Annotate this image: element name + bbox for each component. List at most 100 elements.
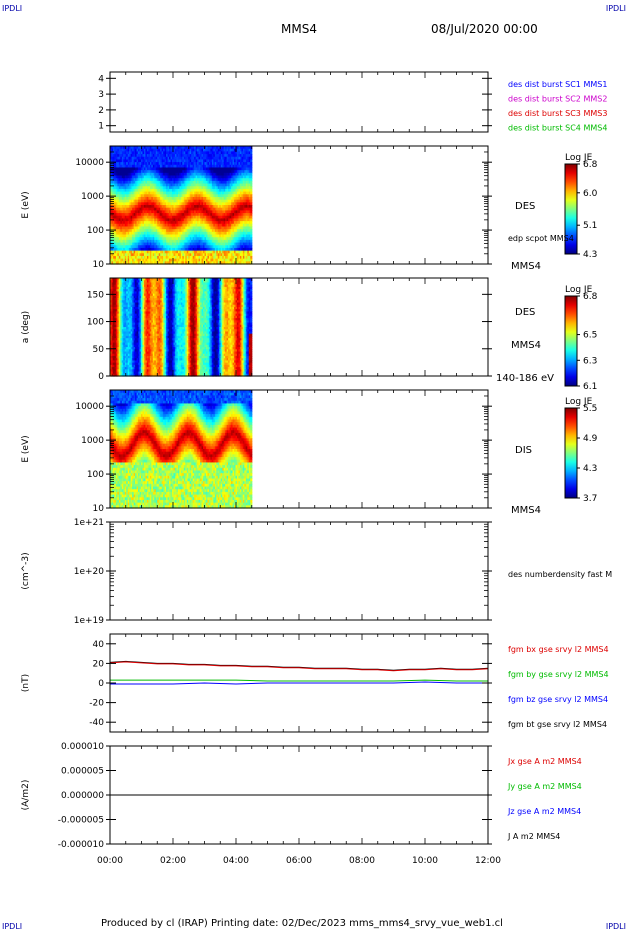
- legend-entry-1-4: des dist burst SC4 MMS4: [508, 124, 607, 133]
- spectrogram-4: [110, 390, 253, 509]
- instrument-bottom-label-2: MMS4: [511, 261, 541, 272]
- colorbar-tick-4-2: 4.9: [583, 434, 598, 444]
- instrument-label-2: DES: [515, 201, 535, 212]
- legend-entry-7-4: J A m2 MMS4: [507, 832, 560, 841]
- y-tick-label-3-3: 100: [87, 318, 104, 328]
- y-tick-label-7-4: 0.000005: [61, 767, 104, 777]
- legend-entry-7-3: Jz gse A m2 MMS4: [507, 807, 581, 816]
- y-tick-label-6-2: -20: [89, 699, 104, 709]
- panel-4: [106, 389, 580, 509]
- instrument-label-4: DIS: [515, 445, 532, 456]
- y-tick-label-1-2: 2: [98, 106, 104, 116]
- legend-entry-7-2: Jy gse A m2 MMS4: [507, 782, 582, 791]
- legend-entry-7-1: Jx gse A m2 MMS4: [507, 757, 582, 766]
- legend-entry-6-4: fgm bt gse srvy l2 MMS4: [508, 720, 607, 729]
- x-tick-label-2: 02:00: [160, 856, 186, 866]
- colorbar-tick-3-4: 6.1: [583, 382, 597, 392]
- panel-3: [106, 277, 580, 387]
- series-line-6-4: [110, 681, 488, 685]
- panel-1: [106, 71, 492, 133]
- y-tick-label-7-3: 0.000000: [61, 791, 104, 801]
- panel-7: [106, 745, 492, 845]
- y-tick-label-7-5: 0.000010: [61, 742, 104, 752]
- colorbar-tick-2-1: 6.8: [583, 160, 598, 170]
- y-tick-label-7-1: -0.000010: [58, 840, 104, 850]
- y-axis-label-4: E (eV): [21, 435, 31, 462]
- y-axis-label-6: (nT): [21, 674, 31, 692]
- y-tick-label-3-4: 150: [87, 290, 104, 300]
- series-line-6-2: [109, 661, 489, 672]
- y-tick-label-4-1: 10: [93, 504, 105, 514]
- y-axis-label-2: E (eV): [21, 191, 31, 218]
- colorbar-tick-3-1: 6.8: [583, 292, 598, 302]
- colorbar-4: [564, 407, 578, 499]
- legend-entry-1-3: des dist burst SC3 MMS3: [508, 109, 607, 118]
- colorbar-tick-3-3: 6.3: [583, 356, 597, 366]
- y-tick-label-4-2: 100: [87, 470, 104, 480]
- y-tick-label-6-5: 40: [93, 640, 105, 650]
- plot-title: MMS4: [281, 22, 317, 36]
- colorbar-tick-2-2: 6.0: [583, 189, 598, 199]
- y-tick-label-1-3: 3: [98, 90, 104, 100]
- corner-mark-top-left: IPDLI: [2, 4, 23, 13]
- legend-entry-6-3: fgm bz gse srvy l2 MMS4: [508, 695, 608, 704]
- instrument-bottom-label-4: MMS4: [511, 505, 541, 516]
- y-axis-label-3: a (deg): [21, 311, 31, 343]
- colorbar-title-4: Log JE: [565, 397, 593, 407]
- colorbar-tick-4-1: 5.5: [583, 404, 597, 414]
- x-tick-label-1: 00:00: [97, 856, 123, 866]
- x-tick-label-5: 08:00: [349, 856, 375, 866]
- colorbar-tick-2-3: 5.1: [583, 221, 597, 231]
- colorbar-tick-4-3: 4.3: [583, 464, 597, 474]
- panel-6: [106, 633, 492, 733]
- instrument-sublabel-3: MMS4: [511, 340, 541, 351]
- x-tick-label-7: 12:00: [475, 856, 501, 866]
- spectrogram-3: [110, 278, 253, 377]
- instrument-label-3: DES: [515, 307, 535, 318]
- y-tick-label-1-1: 1: [98, 122, 104, 132]
- corner-mark-top-right: IPDLI: [605, 4, 626, 13]
- footer-text: Produced by cl (IRAP) Printing date: 02/…: [101, 918, 503, 929]
- colorbar-tick-4-4: 3.7: [583, 494, 597, 504]
- legend-entry-5-1: des numberdensity fast M: [508, 570, 612, 579]
- y-tick-label-5-3: 1e+21: [74, 518, 104, 528]
- series-line-6-3: [110, 679, 488, 682]
- y-tick-label-4-4: 10000: [75, 402, 104, 412]
- instrument-sublabel-2: edp scpot MMS4: [508, 234, 574, 243]
- panel-2: [106, 145, 580, 265]
- legend-entry-1-2: des dist burst SC2 MMS2: [508, 95, 607, 104]
- plot-datetime: 08/Jul/2020 00:00: [431, 22, 538, 36]
- colorbar-tick-3-2: 6.5: [583, 331, 597, 341]
- y-tick-label-5-1: 1e+19: [74, 616, 105, 626]
- colorbar-title-3: Log JE: [565, 285, 593, 295]
- y-tick-label-4-3: 1000: [81, 436, 104, 446]
- y-axis-label-7: (A/m2): [21, 780, 31, 811]
- y-tick-label-2-1: 10: [93, 260, 105, 270]
- instrument-bottom-label-3: 140-186 eV: [496, 373, 554, 384]
- x-tick-label-6: 10:00: [412, 856, 438, 866]
- y-tick-label-6-3: 0: [98, 679, 104, 689]
- y-tick-label-2-2: 100: [87, 226, 104, 236]
- y-tick-label-3-1: 0: [98, 372, 104, 382]
- y-axis-label-5: (cm^-3): [21, 552, 31, 589]
- legend-entry-6-1: fgm bx gse srvy l2 MMS4: [508, 645, 609, 654]
- legend-entry-6-2: fgm by gse srvy l2 MMS4: [508, 670, 609, 679]
- panel-frame-1: [109, 71, 489, 133]
- spectrogram-2: [110, 146, 253, 265]
- corner-mark-bottom-right: IPDLI: [605, 922, 626, 931]
- y-tick-label-3-2: 50: [93, 345, 105, 355]
- colorbar-2: [564, 163, 578, 255]
- y-tick-label-6-1: -40: [89, 718, 104, 728]
- colorbar-title-2: Log JE: [565, 153, 593, 163]
- panel-frame-5: [109, 521, 489, 621]
- y-tick-label-5-2: 1e+20: [74, 567, 105, 577]
- corner-mark-bottom-left: IPDLI: [2, 922, 23, 931]
- colorbar-tick-2-4: 4.3: [583, 250, 597, 260]
- y-tick-label-7-2: -0.000005: [58, 816, 104, 826]
- panel-5: [106, 521, 492, 621]
- y-tick-label-2-3: 1000: [81, 192, 104, 202]
- y-tick-label-2-4: 10000: [75, 158, 104, 168]
- y-tick-label-1-4: 4: [98, 74, 104, 84]
- x-tick-label-3: 04:00: [223, 856, 249, 866]
